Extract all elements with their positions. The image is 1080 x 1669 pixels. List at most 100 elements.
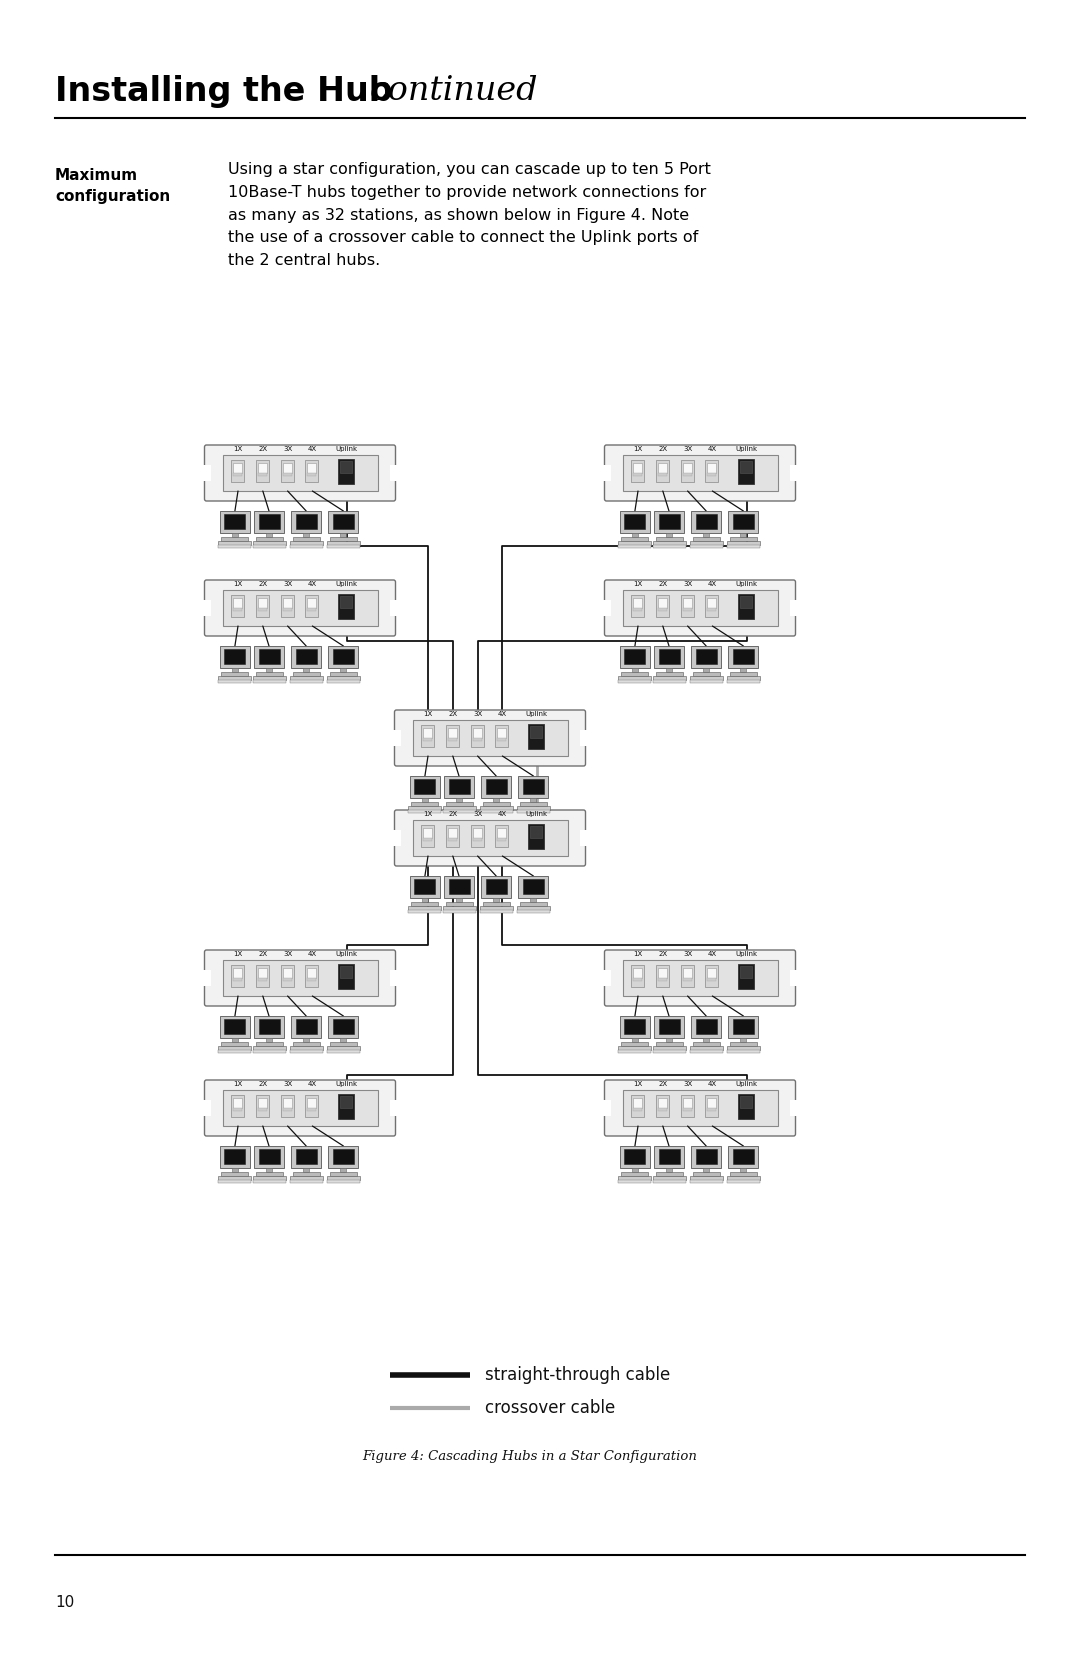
Bar bbox=[448, 728, 457, 738]
Bar bbox=[622, 960, 778, 996]
Bar bbox=[218, 676, 252, 679]
Bar bbox=[232, 1038, 238, 1041]
FancyBboxPatch shape bbox=[254, 511, 284, 532]
Bar bbox=[231, 596, 244, 618]
Bar bbox=[308, 968, 316, 978]
Bar bbox=[483, 803, 510, 806]
Bar bbox=[473, 838, 482, 841]
Bar bbox=[652, 1177, 686, 1180]
Bar bbox=[683, 978, 691, 981]
Bar bbox=[258, 1108, 267, 1112]
Bar bbox=[733, 1150, 754, 1163]
Bar bbox=[619, 676, 651, 679]
Bar bbox=[486, 880, 507, 893]
Bar bbox=[333, 649, 354, 664]
Bar bbox=[221, 1172, 248, 1177]
Bar bbox=[253, 679, 285, 683]
Bar bbox=[727, 1177, 760, 1180]
Bar bbox=[633, 462, 642, 472]
Text: crossover cable: crossover cable bbox=[485, 1399, 616, 1417]
Bar bbox=[225, 514, 245, 529]
Bar bbox=[473, 828, 482, 838]
Bar bbox=[659, 649, 679, 664]
Bar bbox=[258, 978, 267, 981]
Bar bbox=[652, 676, 686, 679]
Bar bbox=[738, 965, 754, 990]
Text: 3X: 3X bbox=[283, 951, 293, 956]
Bar bbox=[233, 968, 242, 978]
Bar bbox=[456, 798, 462, 803]
Bar bbox=[789, 1100, 797, 1117]
Bar bbox=[703, 668, 710, 673]
Bar bbox=[218, 679, 252, 683]
Text: 3X: 3X bbox=[473, 811, 483, 818]
Bar bbox=[221, 673, 248, 676]
Text: 1X: 1X bbox=[633, 1082, 643, 1087]
Bar bbox=[683, 598, 691, 608]
Bar bbox=[232, 532, 238, 537]
Bar bbox=[337, 1093, 353, 1118]
Bar bbox=[659, 1020, 679, 1033]
Bar bbox=[603, 599, 610, 616]
Bar bbox=[656, 1095, 669, 1117]
Bar bbox=[283, 1098, 292, 1108]
Bar bbox=[448, 738, 457, 741]
Bar bbox=[683, 968, 691, 978]
Bar bbox=[258, 462, 267, 472]
Text: 3X: 3X bbox=[683, 1082, 692, 1087]
FancyBboxPatch shape bbox=[204, 1080, 395, 1137]
Bar bbox=[289, 679, 323, 683]
Bar bbox=[283, 978, 292, 981]
Text: Uplink: Uplink bbox=[336, 1082, 357, 1087]
Bar bbox=[633, 608, 642, 611]
Bar bbox=[256, 596, 269, 618]
Bar bbox=[632, 668, 638, 673]
FancyBboxPatch shape bbox=[254, 1016, 284, 1038]
Bar bbox=[621, 673, 648, 676]
Bar bbox=[289, 1050, 323, 1053]
Text: 2X: 2X bbox=[258, 446, 268, 452]
Bar bbox=[446, 803, 473, 806]
Text: Uplink: Uplink bbox=[735, 446, 757, 452]
FancyBboxPatch shape bbox=[620, 1016, 650, 1038]
Bar bbox=[289, 1046, 323, 1050]
Bar bbox=[203, 466, 211, 481]
Bar bbox=[411, 803, 438, 806]
Bar bbox=[696, 514, 717, 529]
Bar bbox=[703, 1168, 710, 1172]
Bar bbox=[658, 598, 666, 608]
Text: 3X: 3X bbox=[683, 951, 692, 956]
Bar bbox=[225, 1020, 245, 1033]
FancyBboxPatch shape bbox=[410, 876, 440, 898]
Bar bbox=[659, 1150, 679, 1163]
Text: 4X: 4X bbox=[308, 1082, 316, 1087]
Bar bbox=[339, 596, 351, 608]
Bar bbox=[293, 1172, 320, 1177]
Bar bbox=[233, 1108, 242, 1112]
Bar bbox=[624, 1020, 646, 1033]
Bar bbox=[390, 466, 397, 481]
Text: 1X: 1X bbox=[633, 951, 643, 956]
Bar bbox=[327, 679, 360, 683]
Bar bbox=[327, 1180, 360, 1183]
Bar bbox=[498, 738, 507, 741]
Bar bbox=[517, 809, 550, 813]
Bar bbox=[652, 1050, 686, 1053]
Bar bbox=[727, 676, 760, 679]
Bar bbox=[333, 1020, 354, 1033]
FancyBboxPatch shape bbox=[328, 1016, 359, 1038]
Bar bbox=[225, 1150, 245, 1163]
Bar bbox=[621, 1172, 648, 1177]
Bar bbox=[696, 1150, 717, 1163]
FancyBboxPatch shape bbox=[620, 646, 650, 668]
Bar bbox=[692, 673, 719, 676]
Text: Uplink: Uplink bbox=[526, 811, 548, 818]
Bar bbox=[696, 649, 717, 664]
Bar bbox=[258, 472, 267, 476]
FancyBboxPatch shape bbox=[654, 511, 684, 532]
Bar bbox=[666, 668, 672, 673]
Bar bbox=[666, 532, 672, 537]
Bar bbox=[738, 459, 754, 484]
Bar bbox=[690, 679, 723, 683]
FancyBboxPatch shape bbox=[654, 646, 684, 668]
